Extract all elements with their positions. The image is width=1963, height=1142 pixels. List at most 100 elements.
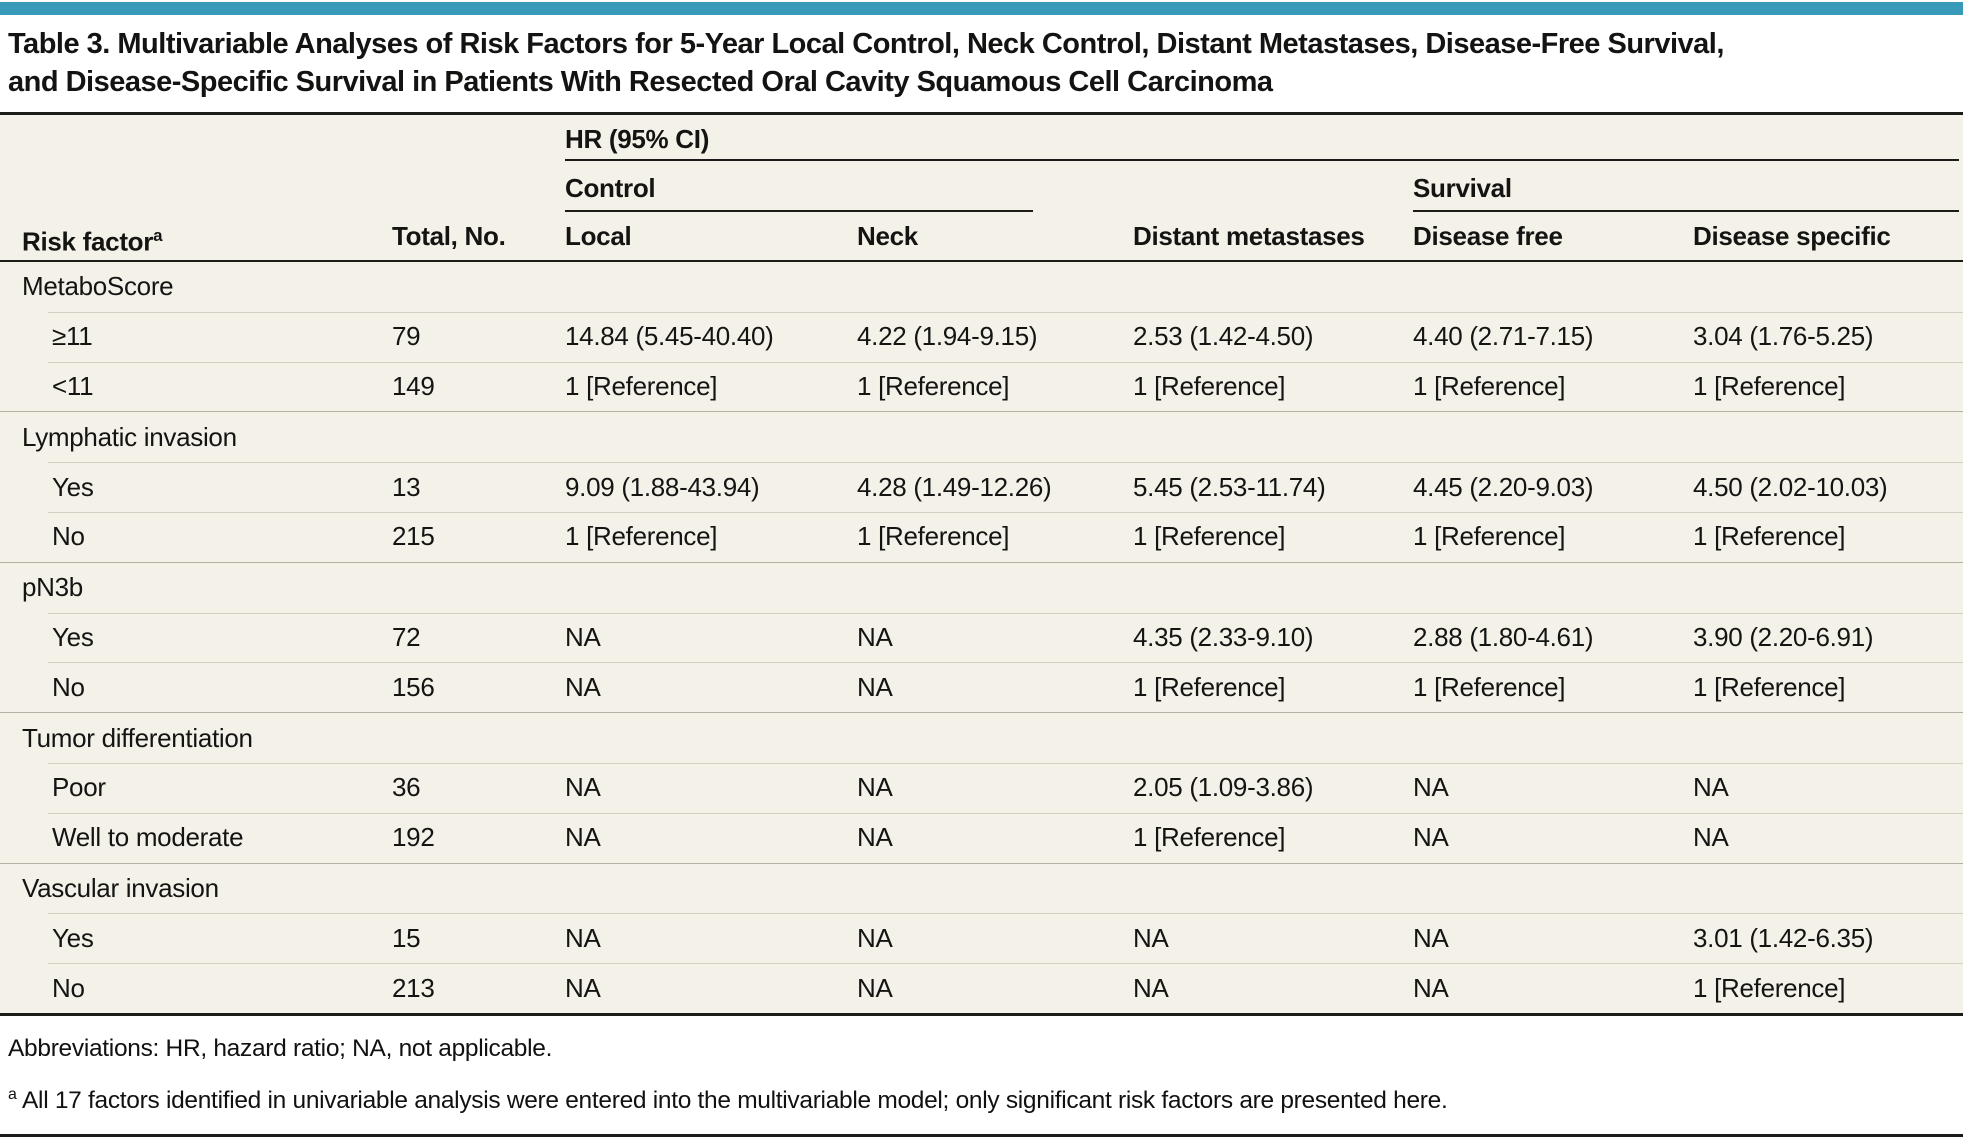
cell-total-no: 79 xyxy=(392,321,421,352)
table-row: Well to moderate 192 NA NA 1 [Reference]… xyxy=(0,812,1963,863)
cell-disease-free: 1 [Reference] xyxy=(1413,521,1566,552)
cell-total-no: 192 xyxy=(392,822,435,853)
cell-risk-level: Yes xyxy=(52,922,94,953)
table-body: MetaboScore ≥11 79 14.84 (5.45-40.40) 4.… xyxy=(0,260,1963,1013)
footnote-a: a All 17 factors identified in univariab… xyxy=(8,1080,1955,1116)
column-header-risk-factor-text: Risk factor xyxy=(22,226,154,257)
cell-local: 1 [Reference] xyxy=(565,370,718,401)
table-row: Poor 36 NA NA 2.05 (1.09-3.86) NA NA xyxy=(0,762,1963,813)
abbreviations-note: Abbreviations: HR, hazard ratio; NA, not… xyxy=(8,1034,553,1062)
section-label: Vascular invasion xyxy=(22,872,219,903)
cell-distant-metastases: 1 [Reference] xyxy=(1133,370,1286,401)
cell-distant-metastases: 2.53 (1.42-4.50) xyxy=(1133,321,1314,352)
table-section-header-row: Vascular invasion xyxy=(0,862,1963,914)
rule-under-hr-ci xyxy=(565,159,1959,161)
table-row: ≥11 79 14.84 (5.45-40.40) 4.22 (1.94-9.1… xyxy=(0,311,1963,362)
cell-local: NA xyxy=(565,621,601,652)
cell-local: 9.09 (1.88-43.94) xyxy=(565,471,760,502)
cell-neck: NA xyxy=(857,772,893,803)
column-header-neck: Neck xyxy=(857,221,918,251)
cell-disease-free: NA xyxy=(1413,822,1449,853)
data-table: HR (95% CI) Control Survival Risk factor… xyxy=(0,112,1963,1016)
table-section-header-row: MetaboScore xyxy=(0,262,1963,312)
cell-neck: NA xyxy=(857,671,893,702)
cell-risk-level: <11 xyxy=(52,370,94,401)
cell-neck: NA xyxy=(857,922,893,953)
cell-risk-level: No xyxy=(52,972,85,1003)
cell-total-no: 15 xyxy=(392,922,421,953)
cell-disease-specific: NA xyxy=(1693,822,1729,853)
accent-top-bar xyxy=(0,2,1963,15)
cell-local: NA xyxy=(565,772,601,803)
footnote-a-mark: a xyxy=(8,1085,17,1103)
column-header-disease-specific: Disease specific xyxy=(1693,221,1891,251)
table-row: Yes 72 NA NA 4.35 (2.33-9.10) 2.88 (1.80… xyxy=(0,612,1963,663)
cell-total-no: 72 xyxy=(392,621,421,652)
cell-distant-metastases: 5.45 (2.53-11.74) xyxy=(1133,471,1326,502)
rule-under-survival xyxy=(1413,210,1959,212)
cell-disease-specific: 3.90 (2.20-6.91) xyxy=(1693,621,1874,652)
cell-total-no: 156 xyxy=(392,671,435,702)
table-title: Table 3. Multivariable Analyses of Risk … xyxy=(0,15,1963,112)
table-footnotes: Abbreviations: HR, hazard ratio; NA, not… xyxy=(0,1016,1963,1116)
cell-local: NA xyxy=(565,922,601,953)
cell-total-no: 13 xyxy=(392,471,421,502)
table-section-header-row: pN3b xyxy=(0,561,1963,613)
table-row: <11 149 1 [Reference] 1 [Reference] 1 [R… xyxy=(0,361,1963,412)
spanner-control: Control xyxy=(565,173,656,203)
section-label: Lymphatic invasion xyxy=(22,421,237,452)
cell-disease-free: NA xyxy=(1413,972,1449,1003)
cell-risk-level: No xyxy=(52,521,85,552)
spanner-hr-ci: HR (95% CI) xyxy=(565,124,710,154)
cell-disease-specific: 1 [Reference] xyxy=(1693,671,1846,702)
column-header-total: Total, No. xyxy=(392,221,506,251)
cell-disease-specific: NA xyxy=(1693,772,1729,803)
cell-total-no: 213 xyxy=(392,972,435,1003)
cell-disease-specific: 4.50 (2.02-10.03) xyxy=(1693,471,1888,502)
cell-local: NA xyxy=(565,671,601,702)
cell-distant-metastases: 1 [Reference] xyxy=(1133,822,1286,853)
table-row: No 215 1 [Reference] 1 [Reference] 1 [Re… xyxy=(0,511,1963,562)
cell-disease-free: NA xyxy=(1413,772,1449,803)
cell-risk-level: Poor xyxy=(52,772,106,803)
footnote-mark-a: a xyxy=(153,226,163,245)
cell-total-no: 149 xyxy=(392,370,435,401)
cell-distant-metastases: 2.05 (1.09-3.86) xyxy=(1133,772,1314,803)
cell-local: NA xyxy=(565,822,601,853)
cell-neck: 1 [Reference] xyxy=(857,521,1010,552)
table-section-header-row: Tumor differentiation xyxy=(0,712,1963,763)
table-section-header-row: Lymphatic invasion xyxy=(0,411,1963,462)
table-title-line1: Table 3. Multivariable Analyses of Risk … xyxy=(8,28,1724,60)
section-label: Tumor differentiation xyxy=(22,722,253,753)
table-row: No 213 NA NA NA NA 1 [Reference] xyxy=(0,963,1963,1013)
cell-risk-level: Yes xyxy=(52,471,94,502)
column-header-local: Local xyxy=(565,221,632,251)
rule-under-control xyxy=(565,210,1033,212)
cell-neck: 4.28 (1.49-12.26) xyxy=(857,471,1052,502)
cell-disease-free: NA xyxy=(1413,922,1449,953)
table-row: Yes 13 9.09 (1.88-43.94) 4.28 (1.49-12.2… xyxy=(0,462,1963,512)
cell-disease-free: 1 [Reference] xyxy=(1413,671,1566,702)
cell-local: NA xyxy=(565,972,601,1003)
cell-neck: NA xyxy=(857,822,893,853)
cell-risk-level: No xyxy=(52,671,85,702)
table-row: Yes 15 NA NA NA NA 3.01 (1.42-6.35) xyxy=(0,913,1963,963)
section-label: MetaboScore xyxy=(22,271,174,302)
cell-risk-level: Yes xyxy=(52,621,94,652)
cell-neck: 4.22 (1.94-9.15) xyxy=(857,321,1038,352)
cell-distant-metastases: 1 [Reference] xyxy=(1133,521,1286,552)
cell-distant-metastases: 1 [Reference] xyxy=(1133,671,1286,702)
cell-local: 1 [Reference] xyxy=(565,521,718,552)
table-row: No 156 NA NA 1 [Reference] 1 [Reference]… xyxy=(0,662,1963,712)
cell-disease-specific: 3.01 (1.42-6.35) xyxy=(1693,922,1874,953)
cell-distant-metastases: NA xyxy=(1133,922,1169,953)
cell-risk-level: ≥11 xyxy=(52,321,93,352)
column-header-distant-metastases: Distant metastases xyxy=(1133,221,1365,251)
cell-neck: NA xyxy=(857,621,893,652)
cell-disease-free: 2.88 (1.80-4.61) xyxy=(1413,621,1594,652)
cell-disease-free: 4.40 (2.71-7.15) xyxy=(1413,321,1594,352)
column-header-disease-free: Disease free xyxy=(1413,221,1563,251)
section-label: pN3b xyxy=(22,572,83,603)
cell-distant-metastases: 4.35 (2.33-9.10) xyxy=(1133,621,1314,652)
